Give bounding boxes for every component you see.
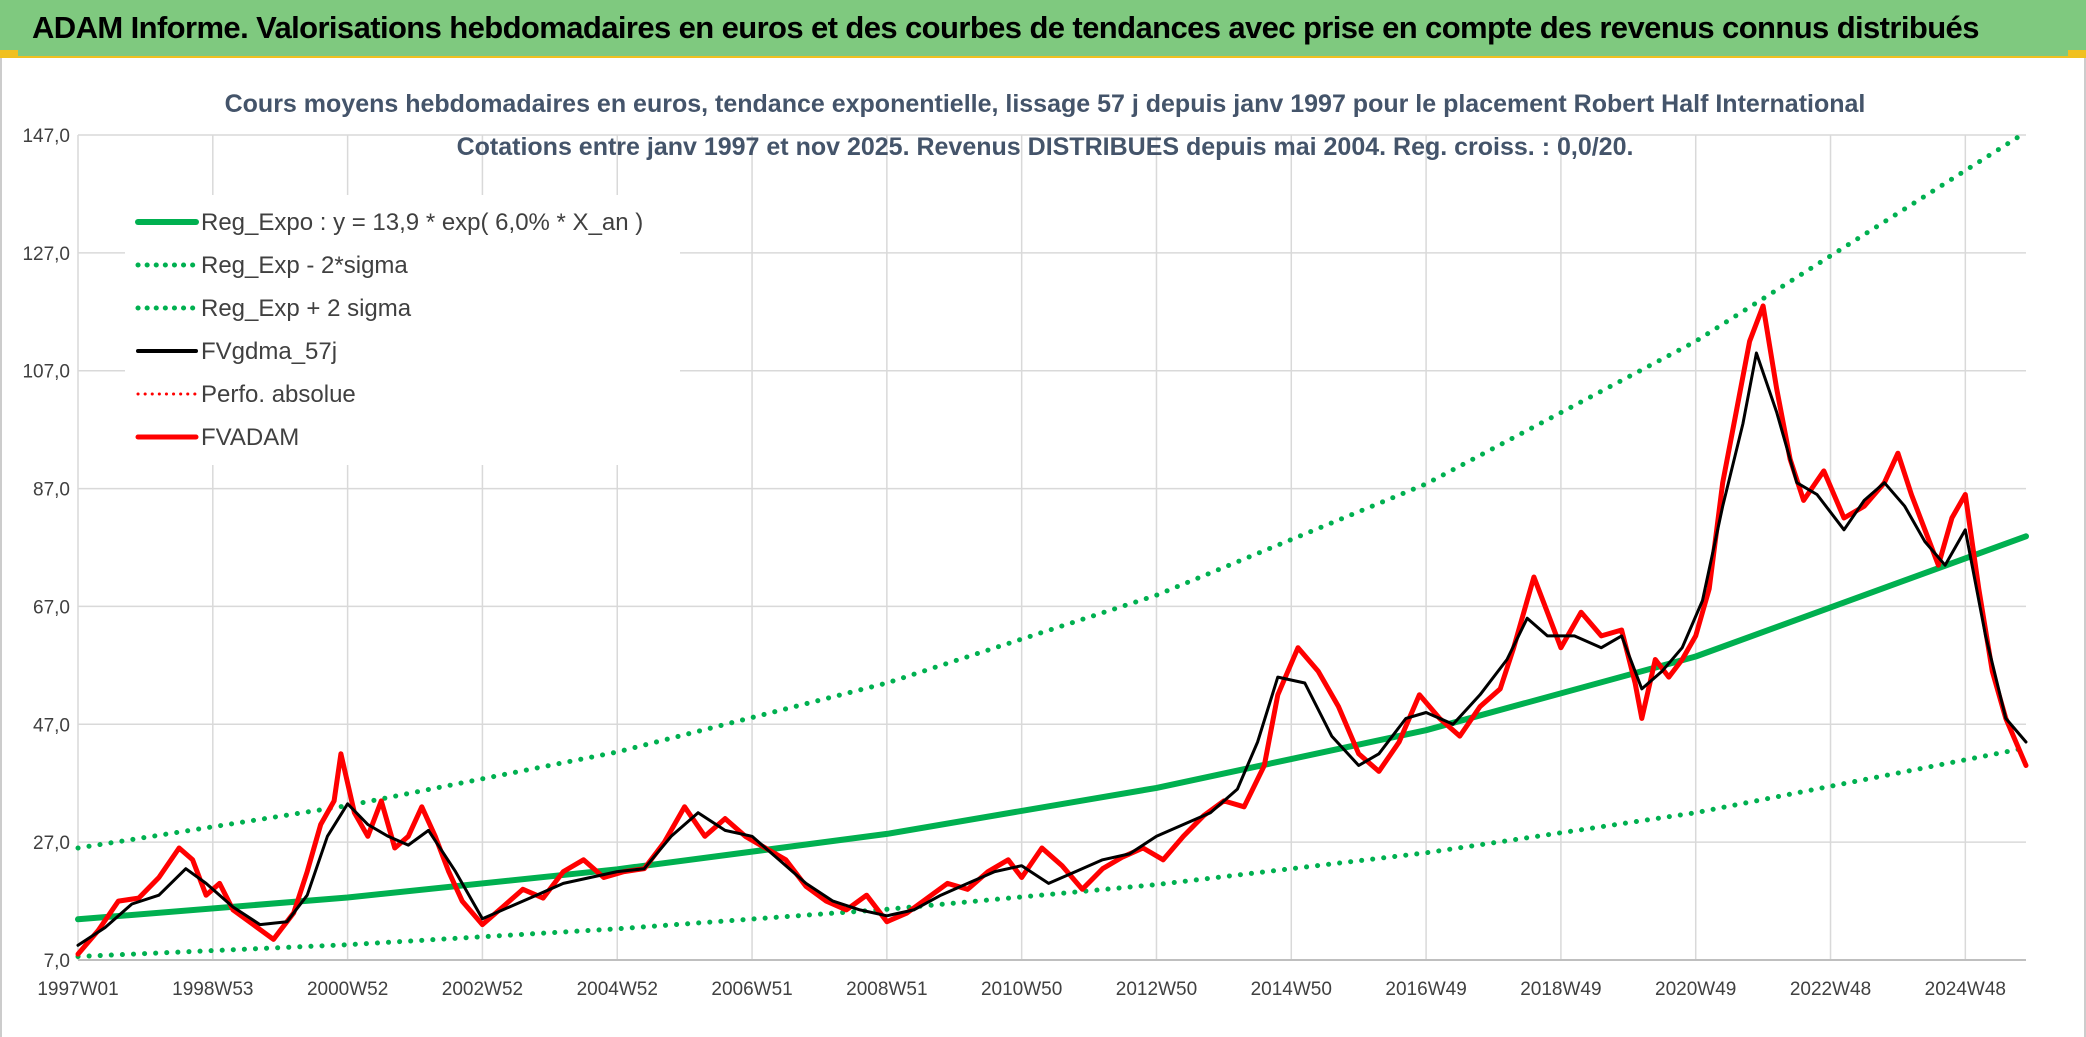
chart-frame (0, 58, 2086, 1037)
y-tick-label: 7,0 (44, 951, 70, 972)
x-tick-label: 2018W49 (1520, 979, 1601, 1000)
chart-legend: Reg_Expo : y = 13,9 * exp( 6,0% * X_an )… (125, 195, 680, 465)
series-line-reg_plus (75, 129, 2029, 851)
banner-corner-right (2068, 50, 2086, 58)
y-tick-label: 127,0 (22, 244, 70, 265)
y-tick-label: 67,0 (33, 597, 70, 618)
x-tick-label: 2010W50 (981, 979, 1062, 1000)
legend-label-fvadam: FVADAM (201, 424, 299, 451)
series-line-fvgdma (76, 351, 2028, 947)
report-banner: ADAM Informe. Valorisations hebdomadaire… (0, 0, 2086, 58)
x-tick-label: 1997W01 (37, 979, 118, 1000)
x-tick-label: 2024W48 (1925, 979, 2006, 1000)
chart-axes: 7,0 27,0 47,0 67,0 87,0 107,0 127,0 147,0 1997W0… (22, 126, 2026, 1000)
legend-label-reg_plus: Reg_Exp + 2 sigma (201, 295, 412, 322)
legend-background (125, 195, 680, 465)
series-line-fvadam (75, 303, 2029, 957)
x-tick-label: 2006W51 (711, 979, 792, 1000)
x-tick-label: 2022W48 (1790, 979, 1871, 1000)
legend-label-reg_expo: Reg_Expo : y = 13,9 * exp( 6,0% * X_an ) (201, 209, 643, 236)
x-tick-label: 2002W52 (442, 979, 523, 1000)
x-tick-label: 2008W51 (846, 979, 927, 1000)
legend-label-reg_minus: Reg_Exp - 2*sigma (201, 252, 408, 279)
report-title: ADAM Informe. Valorisations hebdomadaire… (32, 10, 1979, 45)
series-line-reg_minus (75, 745, 2029, 959)
y-tick-label: 27,0 (33, 833, 70, 854)
legend-label-fvgdma: FVgdma_57j (201, 338, 337, 365)
y-tick-label: 107,0 (22, 362, 70, 383)
chart-title: Cours moyens hebdomadaires en euros, ten… (225, 90, 1866, 118)
x-tick-label: 2012W50 (1116, 979, 1197, 1000)
x-tick-label: 1998W53 (172, 979, 253, 1000)
x-tick-label: 2004W52 (577, 979, 658, 1000)
banner-corner-left (0, 50, 18, 58)
series-line-reg_expo (75, 533, 2029, 923)
y-tick-label: 47,0 (33, 715, 70, 736)
x-tick-label: 2016W49 (1385, 979, 1466, 1000)
x-tick-label: 2014W50 (1251, 979, 1332, 1000)
x-tick-label: 2000W52 (307, 979, 388, 1000)
y-tick-label: 87,0 (33, 480, 70, 501)
chart-subtitle: Cotations entre janv 1997 et nov 2025. R… (457, 133, 1634, 161)
x-tick-label: 2020W49 (1655, 979, 1736, 1000)
y-tick-label: 147,0 (22, 126, 70, 147)
chart-series (75, 129, 2029, 959)
legend-label-perfo: Perfo. absolue (201, 381, 356, 408)
